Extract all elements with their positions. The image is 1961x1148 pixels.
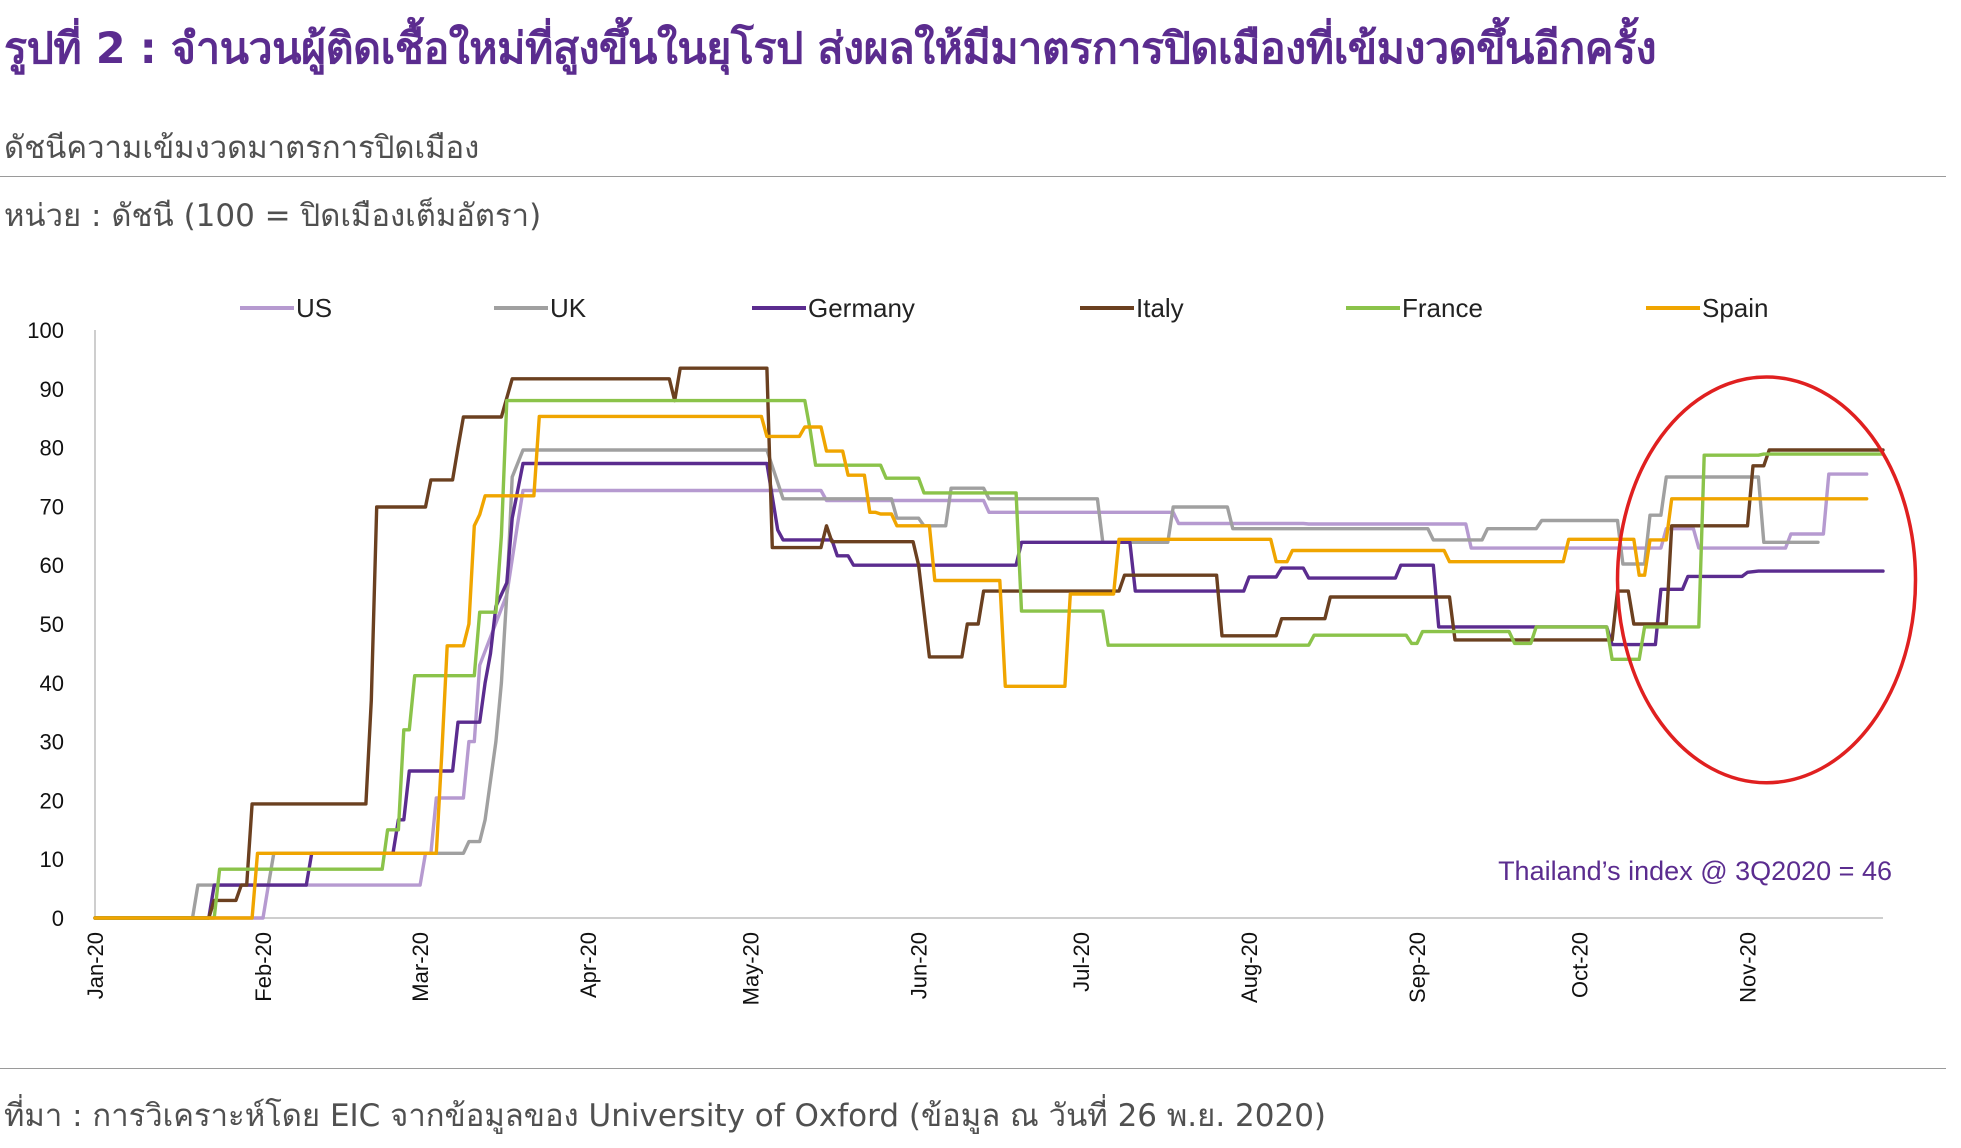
y-tick-label: 40 [40, 671, 64, 696]
legend-item-us: US [240, 293, 332, 323]
y-tick-label: 60 [40, 553, 64, 578]
series-line-us [93, 472, 1869, 920]
legend-label: France [1402, 293, 1483, 323]
legend-item-italy: Italy [1080, 293, 1184, 323]
x-tick-label: May-20 [739, 932, 764, 1005]
legend-label: Italy [1136, 293, 1184, 323]
y-tick-label: 70 [40, 494, 64, 519]
highlight-ellipse-shape [1615, 375, 1918, 785]
legend-label: US [296, 293, 332, 323]
x-tick-label: Aug-20 [1237, 932, 1262, 1003]
bottom-divider [0, 1068, 1946, 1069]
series-lines [93, 366, 1885, 920]
legend-item-spain: Spain [1646, 293, 1769, 323]
series-line-uk [93, 448, 1820, 920]
x-tick-label: Mar-20 [408, 932, 433, 1002]
legend-item-uk: UK [494, 293, 587, 323]
x-tick-label: Feb-20 [251, 932, 276, 1002]
y-tick-label: 100 [27, 318, 64, 343]
x-tick-label: Apr-20 [576, 932, 601, 998]
source-note: ที่มา : การวิเคราะห์โดย EIC จากข้อมูลของ… [4, 1098, 1327, 1134]
y-axis: 0 10 20 30 40 50 60 70 80 90 100 [27, 318, 96, 931]
y-tick-label: 20 [40, 788, 64, 813]
unit-label: หน่วย : ดัชนี (100 = ปิดเมืองเต็มอัตรา) [4, 198, 542, 234]
series-line-germany [93, 461, 1885, 920]
chart-legend: US UK Germany Italy France Spain [240, 293, 1769, 323]
legend-label: Spain [1702, 293, 1769, 323]
x-axis: Jan-20 Feb-20 Mar-20 Apr-20 May-20 Jun-20 Jul-… [83, 917, 1883, 1005]
x-tick-label: Jul-20 [1069, 932, 1094, 992]
x-tick-label: Jun-20 [907, 932, 932, 999]
lockdown-stringency-chart: US UK Germany Italy France Spain 0 10 20 30 40 50 6… [27, 293, 1918, 1005]
series-line-france [93, 398, 1885, 920]
y-tick-label: 0 [52, 906, 64, 931]
series-line-italy [93, 366, 1885, 920]
legend-label: UK [550, 293, 587, 323]
x-tick-label: Nov-20 [1736, 932, 1761, 1003]
series-line-spain [93, 414, 1869, 920]
top-divider [0, 176, 1946, 177]
chart-subtitle: ดัชนีความเข้มงวดมาตรการปิดเมือง [4, 130, 480, 166]
legend-item-france: France [1346, 293, 1483, 323]
legend-item-germany: Germany [752, 293, 915, 323]
y-tick-label: 90 [40, 377, 64, 402]
y-tick-label: 80 [40, 436, 64, 461]
legend-label: Germany [808, 293, 915, 323]
highlight-ellipse [1615, 375, 1918, 785]
x-tick-label: Jan-20 [83, 932, 108, 999]
x-tick-label: Oct-20 [1568, 932, 1593, 998]
x-tick-label: Sep-20 [1405, 932, 1430, 1003]
y-tick-label: 30 [40, 730, 64, 755]
page-title: รูปที่ 2 : จำนวนผู้ติดเชื้อใหม่ที่สูงขึ้… [4, 24, 1657, 74]
thailand-index-annotation: Thailand’s index @ 3Q2020 = 46 [1498, 856, 1892, 886]
y-tick-label: 50 [40, 612, 64, 637]
y-tick-label: 10 [40, 847, 64, 872]
